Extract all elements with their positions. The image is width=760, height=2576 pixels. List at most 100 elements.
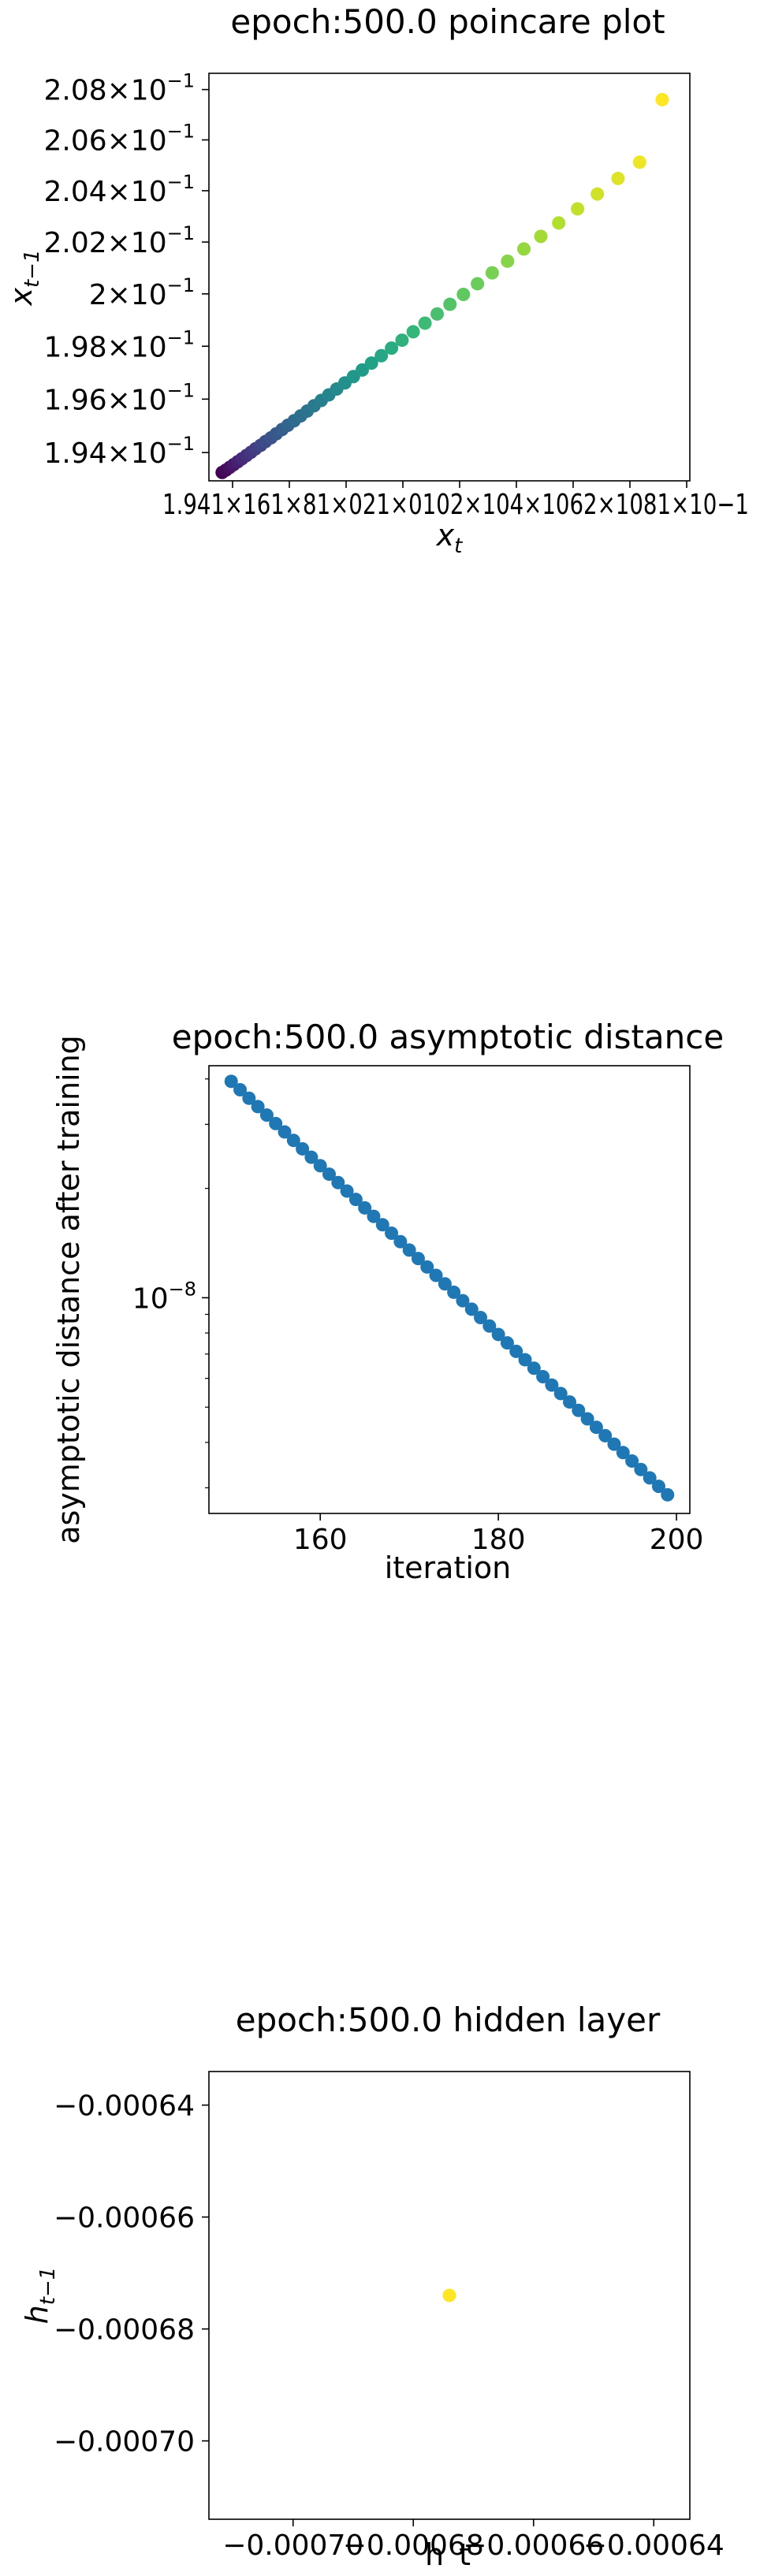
asymptotic-point bbox=[661, 1487, 675, 1502]
poincare-point bbox=[571, 202, 585, 216]
asymptotic-point bbox=[269, 1116, 283, 1130]
poincare-plot-x-tick-labels: 1.941×161×81×021×0102×104×1062×1081×10−1 bbox=[162, 489, 749, 521]
asymptotic-point bbox=[393, 1234, 408, 1249]
asymptotic-point bbox=[545, 1378, 559, 1392]
hidden-layer-y-label: ht−1 bbox=[20, 2267, 60, 2325]
asymptotic-point bbox=[304, 1150, 319, 1164]
poincare-point bbox=[443, 297, 457, 311]
asymptotic-point bbox=[643, 1471, 657, 1485]
poincare-point bbox=[517, 242, 531, 256]
asymptotic-point bbox=[563, 1395, 576, 1409]
asymptotic-x-tick-label: 200 bbox=[650, 1524, 704, 1556]
asymptotic-point bbox=[375, 1218, 389, 1232]
asymptotic-point bbox=[331, 1175, 345, 1189]
hidden-layer-plot: epoch:500.0 hidden layer −0.00070−0.0006… bbox=[20, 2001, 725, 2570]
poincare-y-tick-label: 2×10−1 bbox=[89, 274, 195, 311]
poincare-point bbox=[485, 266, 499, 280]
hidden-layer-point bbox=[442, 2288, 456, 2302]
poincare-point bbox=[611, 171, 625, 185]
poincare-point bbox=[385, 341, 399, 356]
poincare-point bbox=[364, 356, 378, 370]
asymptotic-point bbox=[598, 1428, 613, 1442]
asymptotic-point bbox=[278, 1125, 292, 1139]
hidden-x-tick-label: −0.00070 bbox=[222, 2529, 363, 2562]
asymptotic-point bbox=[518, 1353, 532, 1367]
hidden-y-tick-label: −0.00070 bbox=[54, 2426, 195, 2459]
poincare-plot-x-label: xt bbox=[436, 518, 464, 558]
asymptotic-distance-title: epoch:500.0 asymptotic distance bbox=[172, 1018, 724, 1056]
asymptotic-point bbox=[491, 1327, 505, 1342]
asymptotic-point bbox=[474, 1311, 488, 1325]
asymptotic-point bbox=[634, 1462, 648, 1476]
poincare-y-tick-label: 1.94×10−1 bbox=[43, 433, 195, 470]
poincare-point bbox=[655, 92, 669, 106]
asymptotic-point bbox=[340, 1184, 354, 1198]
poincare-plot-frame bbox=[208, 73, 691, 482]
asymptotic-distance-x-label: iteration bbox=[385, 1550, 512, 1585]
asymptotic-point bbox=[536, 1369, 550, 1383]
asymptotic-point bbox=[616, 1446, 630, 1460]
asymptotic-x-tick-label: 160 bbox=[293, 1524, 348, 1556]
asymptotic-point bbox=[456, 1294, 470, 1308]
hidden-layer-x-label: h_t bbox=[425, 2537, 471, 2570]
asymptotic-x-tick-label: 180 bbox=[471, 1524, 526, 1556]
poincare-y-tick-label: 2.04×10−1 bbox=[43, 171, 195, 208]
asymptotic-point bbox=[313, 1159, 327, 1173]
poincare-point bbox=[471, 277, 485, 291]
poincare-point bbox=[632, 155, 646, 169]
asymptotic-point bbox=[438, 1277, 452, 1291]
poincare-point bbox=[501, 254, 515, 268]
poincare-y-tick-label: 1.96×10−1 bbox=[43, 379, 195, 416]
asymptotic-point bbox=[224, 1074, 238, 1089]
poincare-plot-title: epoch:500.0 poincare plot bbox=[230, 2, 665, 41]
asymptotic-point bbox=[527, 1361, 541, 1375]
poincare-point bbox=[374, 348, 389, 363]
asymptotic-point bbox=[651, 1480, 665, 1494]
asymptotic-point bbox=[572, 1403, 586, 1417]
poincare-point bbox=[356, 363, 370, 377]
hidden-layer-title: epoch:500.0 hidden layer bbox=[236, 2001, 661, 2039]
asymptotic-distance-plot: epoch:500.0 asymptotic distance 160 180 20… bbox=[51, 1018, 724, 1585]
asymptotic-point bbox=[296, 1141, 310, 1156]
asymptotic-point bbox=[500, 1336, 514, 1350]
poincare-point bbox=[430, 307, 445, 321]
asymptotic-point bbox=[233, 1083, 248, 1097]
asymptotic-point bbox=[420, 1260, 434, 1274]
poincare-y-tick-label: 2.08×10−1 bbox=[43, 70, 195, 107]
asymptotic-point bbox=[625, 1454, 639, 1469]
poincare-point bbox=[418, 316, 432, 330]
poincare-point bbox=[406, 325, 420, 339]
asymptotic-point bbox=[367, 1209, 381, 1223]
poincare-plot: epoch:500.0 poincare plot 1.94×10−1 1.96×… bbox=[4, 2, 749, 558]
asymptotic-point bbox=[509, 1344, 523, 1358]
asymptotic-point bbox=[464, 1302, 479, 1316]
asymptotic-distance-frame bbox=[208, 1065, 691, 1514]
asymptotic-point bbox=[429, 1268, 443, 1282]
asymptotic-point bbox=[348, 1193, 363, 1207]
hidden-y-tick-label: −0.00068 bbox=[54, 2314, 195, 2347]
asymptotic-point bbox=[358, 1201, 372, 1215]
hidden-x-tick-label: −0.00068 bbox=[343, 2529, 484, 2562]
asymptotic-point bbox=[411, 1252, 425, 1266]
asymptotic-y-tick-label: 10−8 bbox=[132, 1278, 196, 1315]
hidden-x-tick-label: −0.00066 bbox=[463, 2529, 604, 2562]
asymptotic-point bbox=[322, 1167, 336, 1182]
poincare-point bbox=[590, 187, 605, 201]
hidden-y-tick-label: −0.00066 bbox=[54, 2202, 195, 2235]
poincare-point bbox=[456, 287, 471, 301]
asymptotic-point bbox=[385, 1226, 399, 1240]
hidden-y-tick-label: −0.00064 bbox=[54, 2090, 195, 2123]
asymptotic-distance-y-label: asymptotic distance after training bbox=[51, 1035, 86, 1544]
asymptotic-point bbox=[607, 1437, 621, 1451]
hidden-x-tick-label: −0.00064 bbox=[583, 2529, 725, 2562]
poincare-point bbox=[395, 333, 409, 348]
asymptotic-point bbox=[553, 1387, 568, 1401]
hidden-layer-frame bbox=[208, 2071, 691, 2520]
asymptotic-point bbox=[286, 1134, 300, 1148]
poincare-plot-y-label: xt−1 bbox=[4, 249, 44, 306]
asymptotic-point bbox=[259, 1108, 274, 1122]
asymptotic-point bbox=[242, 1091, 256, 1105]
asymptotic-point bbox=[589, 1420, 603, 1435]
poincare-y-tick-label: 2.02×10−1 bbox=[43, 222, 195, 259]
poincare-point bbox=[534, 229, 548, 244]
